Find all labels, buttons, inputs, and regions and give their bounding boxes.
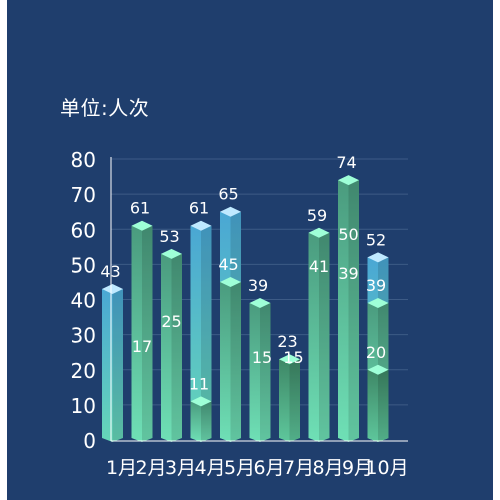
bar-side bbox=[112, 288, 123, 442]
y-tick-label: 20 bbox=[71, 359, 96, 383]
bar-body bbox=[102, 288, 123, 442]
bar-cap bbox=[338, 175, 359, 186]
bar-inner-label: 15 bbox=[252, 348, 272, 367]
unit-label: 单位:人次 bbox=[60, 96, 150, 120]
x-tick-label: 6月 bbox=[253, 457, 284, 479]
bar-body bbox=[161, 253, 182, 442]
bar bbox=[131, 220, 153, 442]
bar-inner-label: 39 bbox=[338, 264, 358, 283]
bar-side bbox=[201, 401, 212, 442]
bar bbox=[249, 298, 271, 442]
bar-body bbox=[367, 369, 389, 442]
x-tick-label: 5月 bbox=[224, 457, 255, 479]
x-tick-label: 10月 bbox=[365, 457, 408, 479]
bar-body bbox=[249, 303, 271, 442]
bar-cap bbox=[308, 227, 330, 238]
bar-side bbox=[260, 303, 271, 442]
bar-inner-label: 25 bbox=[161, 312, 181, 331]
bar-cap bbox=[249, 298, 271, 309]
bar-value-label: 45 bbox=[218, 255, 238, 274]
y-tick-label: 70 bbox=[71, 183, 96, 207]
bar-cap bbox=[367, 298, 389, 309]
bar-cap bbox=[367, 252, 389, 263]
bar bbox=[190, 220, 212, 442]
bar-cap bbox=[131, 220, 153, 231]
x-tick-label: 3月 bbox=[165, 457, 196, 479]
bar-cap bbox=[102, 283, 123, 294]
bar-value-label: 59 bbox=[307, 206, 327, 225]
bar bbox=[190, 396, 212, 442]
bar bbox=[279, 354, 300, 442]
bar-cap bbox=[190, 220, 212, 231]
bar-inner-label: 15 bbox=[283, 348, 303, 367]
bar-body bbox=[308, 232, 330, 442]
bar-body bbox=[190, 401, 212, 442]
bar-value-label: 61 bbox=[189, 199, 209, 218]
x-tick-label: 7月 bbox=[283, 457, 314, 479]
bar-value-label: 23 bbox=[277, 332, 297, 351]
bar-cap bbox=[161, 248, 182, 259]
bar-side bbox=[201, 225, 212, 442]
bar-value-label: 52 bbox=[366, 230, 386, 249]
y-tick-label: 50 bbox=[71, 253, 96, 277]
bar-cap bbox=[220, 206, 241, 217]
bar-cap bbox=[220, 276, 241, 287]
bar-cap bbox=[279, 354, 300, 365]
x-tick-label: 1月 bbox=[106, 457, 137, 479]
bar-value-label: 39 bbox=[248, 276, 268, 295]
bar-value-label: 53 bbox=[159, 227, 179, 246]
bar-side bbox=[319, 232, 330, 442]
y-tick-label: 60 bbox=[71, 218, 96, 242]
bar-cap bbox=[190, 396, 212, 407]
bar bbox=[220, 276, 241, 442]
x-tick-label: 4月 bbox=[194, 457, 225, 479]
bar bbox=[338, 175, 359, 442]
y-tick-label: 80 bbox=[71, 148, 96, 172]
bar-value-label: 20 bbox=[366, 343, 386, 362]
bar bbox=[161, 248, 182, 442]
bar-value-label: 39 bbox=[366, 276, 386, 295]
bar-value-label: 74 bbox=[336, 153, 356, 172]
y-tick-label: 30 bbox=[71, 324, 96, 348]
bar bbox=[367, 364, 389, 442]
bar-side bbox=[378, 369, 389, 442]
bar bbox=[102, 283, 123, 442]
bar-inner-label: 50 bbox=[338, 225, 358, 244]
bar-body bbox=[279, 359, 300, 442]
bar-side bbox=[230, 281, 241, 442]
bar-cap bbox=[367, 364, 389, 375]
bar-body bbox=[220, 281, 241, 442]
bar bbox=[308, 227, 330, 442]
bar-side bbox=[348, 180, 359, 442]
x-tick-label: 2月 bbox=[135, 457, 166, 479]
y-tick-label: 40 bbox=[71, 289, 96, 313]
y-tick-label: 10 bbox=[71, 394, 96, 418]
x-tick-label: 8月 bbox=[312, 457, 343, 479]
bar-side bbox=[289, 359, 300, 442]
bar-body bbox=[190, 225, 212, 442]
bar-value-label: 11 bbox=[189, 374, 209, 393]
bar-side bbox=[171, 253, 182, 442]
y-tick-label: 0 bbox=[83, 429, 96, 453]
bar-inner-label: 17 bbox=[132, 337, 152, 356]
bar-body bbox=[131, 225, 153, 442]
bar-body bbox=[338, 180, 359, 442]
bar-inner-label: 41 bbox=[309, 257, 329, 276]
bar-value-label: 61 bbox=[130, 199, 150, 218]
x-tick-label: 9月 bbox=[342, 457, 373, 479]
bar-value-label: 65 bbox=[218, 185, 238, 204]
bar-side bbox=[142, 225, 153, 442]
